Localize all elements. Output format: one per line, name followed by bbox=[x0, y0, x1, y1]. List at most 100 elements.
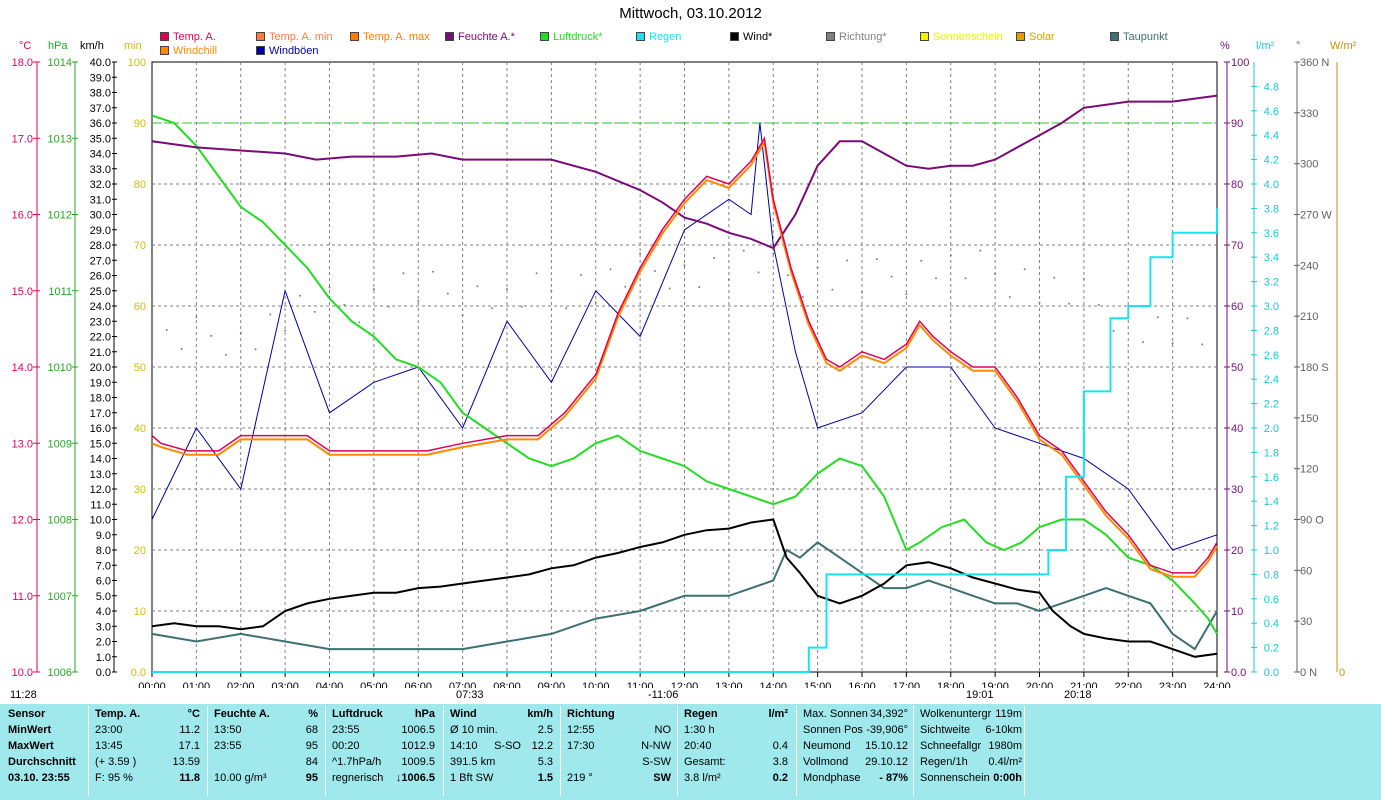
stats-humidity-value: 10.00 g/m³ bbox=[214, 772, 267, 784]
stats-weather-value: 1980m bbox=[988, 740, 1022, 752]
direction-point bbox=[387, 305, 390, 308]
sunshine-min-tick-label: 10 bbox=[134, 606, 146, 618]
rain-tick-label: 3.0 bbox=[1264, 301, 1279, 313]
legend-item: Temp. A. bbox=[160, 31, 216, 43]
wind-tick-label: 17.0 bbox=[90, 408, 111, 420]
direction-point bbox=[861, 291, 863, 294]
stats-wind-value: 5.3 bbox=[537, 756, 553, 768]
wind-tick-label: 13.0 bbox=[90, 469, 111, 481]
legend-swatch bbox=[1110, 32, 1119, 41]
stats-humidity-value: 13:50 bbox=[214, 724, 242, 736]
direction-point bbox=[683, 264, 686, 267]
direction-point bbox=[313, 310, 316, 313]
direction-point bbox=[1112, 329, 1115, 332]
wind-tick-label: 0.0 bbox=[96, 667, 111, 679]
humidity-line bbox=[151, 94, 1218, 250]
direction-point bbox=[151, 360, 153, 363]
wind-tick-label: 37.0 bbox=[90, 103, 111, 115]
event-noon: -11:06 bbox=[648, 689, 679, 701]
wind-tick-label: 34.0 bbox=[90, 149, 111, 161]
sunshine-min-tick-label: 80 bbox=[134, 179, 146, 191]
direction-point bbox=[550, 289, 553, 292]
legend-swatch bbox=[256, 32, 265, 41]
direction-point bbox=[372, 288, 375, 291]
sunshine-min-tick-label: 90 bbox=[134, 118, 146, 130]
stats-humidity-unit: % bbox=[308, 708, 318, 720]
stats-rain-value: 0.4 bbox=[772, 740, 788, 752]
chart-svg: 18.017.016.015.014.013.012.011.010.01014… bbox=[12, 40, 1357, 693]
stats-sensor: Sensor MinWert MaxWert Durchschnitt 03.10. 2… bbox=[8, 706, 86, 786]
wind-tick-label: 21.0 bbox=[90, 347, 111, 359]
stats-wind-value: 1.5 bbox=[537, 772, 553, 784]
direction-point bbox=[254, 348, 257, 351]
direction-point bbox=[787, 274, 789, 277]
stats-direction: Richtung 12:55 NO 17:30 N-NW S-SW 219 ° SW bbox=[567, 706, 671, 786]
sunshine-unit-label: min bbox=[124, 40, 142, 52]
stats-direction-value: SW bbox=[653, 772, 671, 784]
stats-pressure-value: 23:55 bbox=[332, 724, 360, 736]
direction-point bbox=[180, 347, 183, 350]
legend-item: Richtung* bbox=[826, 31, 887, 43]
stats-temperature-value: 23:00 bbox=[95, 724, 123, 736]
direction-point bbox=[565, 307, 568, 310]
humidity-tick-label: 50 bbox=[1231, 362, 1243, 374]
rain-tick-label: 0.4 bbox=[1264, 618, 1279, 630]
stats-humidity-value: 95 bbox=[305, 772, 318, 784]
pressure-tick-label: 1010 bbox=[48, 362, 72, 374]
legend-label: Luftdruck* bbox=[553, 31, 603, 43]
wind-tick-label: 14.0 bbox=[90, 454, 111, 466]
direction-point bbox=[417, 299, 420, 302]
temp-tick-label: 13.0 bbox=[12, 438, 33, 450]
direction-point bbox=[994, 272, 997, 275]
wind-tick-label: 10.0 bbox=[90, 515, 111, 527]
legend-label: Wind* bbox=[743, 31, 773, 43]
legend-label: Richtung* bbox=[839, 31, 887, 43]
stats-humidity: Feuchte A.% 13:50 68 23:55 95 84 10.00 g/m³ 95 bbox=[214, 706, 318, 786]
sunshine-min-tick-label: 40 bbox=[134, 423, 146, 435]
stats-weather: Wolkenuntergr 119m Sichtweite 6-10km Schneef… bbox=[920, 706, 1022, 786]
rain-tick-label: 1.4 bbox=[1264, 496, 1279, 508]
rain-tick-label: 2.2 bbox=[1264, 399, 1279, 411]
legend-label: Temp. A. bbox=[173, 31, 216, 43]
sunshine-min-tick-label: 0.0 bbox=[131, 667, 146, 679]
stats-astro-value: 29.10.12 bbox=[865, 756, 908, 768]
legend-swatch bbox=[730, 32, 739, 41]
direction-point bbox=[225, 353, 227, 356]
stats-pressure-header: Luftdruck bbox=[332, 708, 383, 720]
direction-tick-label: 210 bbox=[1300, 311, 1318, 323]
direction-point bbox=[210, 334, 213, 337]
legend-swatch bbox=[1016, 32, 1025, 41]
direction-point bbox=[520, 305, 523, 308]
direction-point bbox=[831, 288, 834, 291]
legend-item: Sonnenschein bbox=[920, 31, 1003, 43]
legend-swatch bbox=[350, 32, 359, 41]
rain-tick-label: 0.8 bbox=[1264, 569, 1279, 581]
humidity-tick-label: 100 bbox=[1231, 57, 1249, 69]
direction-point bbox=[402, 272, 405, 275]
wind-tick-label: 39.0 bbox=[90, 72, 111, 84]
rain-tick-label: 4.2 bbox=[1264, 155, 1279, 167]
rain-tick-label: 1.8 bbox=[1264, 447, 1279, 459]
stats-divider bbox=[207, 706, 208, 796]
direction-point bbox=[461, 314, 464, 317]
direction-point bbox=[476, 285, 479, 288]
direction-point bbox=[801, 296, 804, 298]
wind-tick-label: 20.0 bbox=[90, 362, 111, 374]
stats-temperature-value: 17.1 bbox=[178, 740, 200, 752]
direction-point bbox=[1068, 302, 1071, 305]
wind-tick-label: 28.0 bbox=[90, 240, 111, 252]
pressure-tick-label: 1008 bbox=[48, 515, 72, 527]
legend-label: Temp. A. min bbox=[269, 31, 333, 43]
stats-wind-unit: km/h bbox=[527, 708, 553, 720]
stats-direction-value: NO bbox=[654, 724, 672, 736]
pressure-tick-label: 1014 bbox=[48, 57, 72, 69]
direction-point bbox=[594, 301, 597, 304]
stats-rain-value: 1:30 h bbox=[684, 724, 715, 736]
direction-point bbox=[979, 249, 982, 252]
direction-point bbox=[328, 286, 331, 289]
sunshine-min-tick-label: 30 bbox=[134, 484, 146, 496]
wind-tick-label: 27.0 bbox=[90, 255, 111, 267]
legend-swatch bbox=[826, 32, 835, 41]
stats-sensor-value: 03.10. 23:55 bbox=[8, 772, 70, 784]
temp-tick-label: 12.0 bbox=[12, 515, 33, 527]
